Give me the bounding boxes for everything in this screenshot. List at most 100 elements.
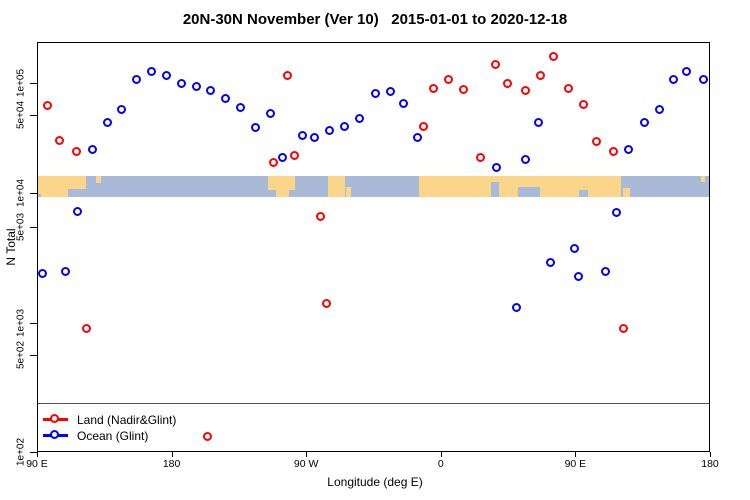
- data-point-land: [55, 135, 65, 145]
- data-point-ocean: [236, 102, 246, 112]
- x-axis-tick-label: 90 E: [564, 458, 587, 470]
- data-point-ocean: [611, 207, 621, 217]
- map-land-area: [81, 176, 86, 189]
- data-point-ocean: [221, 94, 231, 104]
- y-axis-tick-label: 1e+02: [15, 437, 27, 467]
- y-axis-tick-label: 1e+04: [15, 178, 27, 208]
- legend-marker-land-icon: [50, 414, 59, 423]
- x-axis-tick: [575, 452, 577, 457]
- map-land-area: [96, 176, 101, 184]
- data-point-ocean: [370, 88, 380, 98]
- data-point-land: [315, 211, 325, 221]
- data-point-land: [290, 150, 300, 160]
- data-point-ocean: [520, 155, 530, 165]
- world-map-band: [38, 176, 709, 197]
- data-point-ocean: [37, 269, 47, 279]
- x-axis-tick-label: 90 W: [293, 458, 319, 470]
- data-point-land: [444, 74, 454, 84]
- data-point-ocean: [191, 81, 201, 91]
- data-point-land: [282, 70, 292, 80]
- data-point-land: [459, 84, 469, 94]
- data-point-ocean: [88, 144, 98, 154]
- data-point-land: [203, 432, 213, 442]
- data-point-land: [502, 79, 512, 88]
- data-point-ocean: [61, 266, 71, 276]
- y-axis-tick-label: 1e+03: [15, 308, 27, 338]
- data-point-ocean: [161, 70, 171, 80]
- data-point-land: [592, 137, 602, 147]
- data-point-ocean: [640, 118, 650, 128]
- data-point-ocean: [511, 303, 521, 313]
- data-point-ocean: [623, 144, 633, 154]
- legend-label-ocean: Ocean (Glint): [77, 429, 149, 443]
- map-water-area: [518, 186, 541, 197]
- x-axis-tick: [710, 452, 711, 457]
- data-point-ocean: [492, 163, 502, 173]
- data-point-ocean: [574, 272, 584, 282]
- x-axis-tick: [440, 452, 442, 457]
- data-point-ocean: [116, 105, 126, 115]
- data-point-ocean: [324, 125, 334, 135]
- data-point-land: [71, 146, 81, 156]
- data-point-land: [418, 121, 428, 131]
- data-point-ocean: [698, 74, 708, 84]
- map-land-area: [700, 176, 705, 183]
- data-point-land: [619, 323, 629, 333]
- data-point-ocean: [682, 66, 692, 76]
- data-point-ocean: [412, 132, 422, 142]
- map-land-area: [346, 186, 351, 197]
- map-land-area: [328, 176, 345, 197]
- x-axis-tick-label: 180: [701, 458, 719, 470]
- y-axis-tick-label: 5e+04: [15, 100, 27, 130]
- data-point-ocean: [103, 118, 113, 128]
- data-point-ocean: [655, 105, 665, 115]
- data-point-ocean: [176, 79, 186, 88]
- data-point-land: [520, 85, 530, 95]
- x-axis-tick: [37, 452, 38, 457]
- data-point-ocean: [146, 66, 156, 76]
- data-point-ocean: [297, 131, 307, 141]
- x-axis-tick-label: 180: [162, 458, 181, 470]
- y-axis-tick-label: 5e+03: [15, 212, 27, 242]
- data-point-land: [563, 83, 573, 93]
- data-point-land: [490, 60, 500, 70]
- data-point-ocean: [266, 109, 276, 119]
- data-point-land: [548, 51, 558, 61]
- map-water-area: [491, 182, 499, 197]
- legend-item-ocean: Ocean (Glint): [38, 428, 278, 444]
- y-axis-tick: [30, 451, 37, 453]
- data-point-ocean: [339, 121, 349, 131]
- x-axis-tick-label: 90 E: [26, 458, 48, 470]
- data-point-ocean: [251, 123, 261, 133]
- y-axis-tick-label: 5e+02: [15, 340, 27, 370]
- data-point-land: [429, 83, 439, 93]
- map-land-area: [622, 187, 631, 197]
- x-axis-tick: [171, 452, 173, 457]
- data-point-ocean: [278, 153, 288, 163]
- map-water-area: [38, 193, 41, 197]
- x-axis-title: Longitude (deg E): [327, 475, 423, 489]
- y-axis-tick: [30, 354, 37, 356]
- x-axis-tick-label: 0: [437, 458, 444, 470]
- data-point-ocean: [354, 114, 364, 124]
- legend-marker-ocean-icon: [50, 430, 59, 439]
- y-axis-tick: [30, 192, 37, 194]
- data-point-ocean: [73, 207, 83, 217]
- chart-title: 20N-30N November (Ver 10) 2015-01-01 to …: [182, 11, 568, 28]
- legend-label-land: Land (Nadir&Glint): [77, 413, 177, 427]
- data-point-ocean: [601, 266, 611, 276]
- y-axis-tick-label: 1e+05: [15, 68, 27, 98]
- x-axis-tick: [306, 452, 308, 457]
- data-point-ocean: [545, 257, 555, 267]
- data-point-ocean: [668, 74, 678, 84]
- data-point-ocean: [131, 74, 141, 84]
- data-point-ocean: [534, 118, 543, 128]
- map-land-area: [275, 176, 290, 197]
- data-point-land: [321, 298, 331, 308]
- y-axis-tick: [30, 82, 37, 84]
- data-point-land: [269, 157, 279, 167]
- plot-area: Land (Nadir&Glint) Ocean (Glint): [37, 42, 710, 452]
- data-point-land: [43, 101, 53, 111]
- data-point-land: [608, 146, 618, 156]
- map-water-area: [67, 188, 82, 197]
